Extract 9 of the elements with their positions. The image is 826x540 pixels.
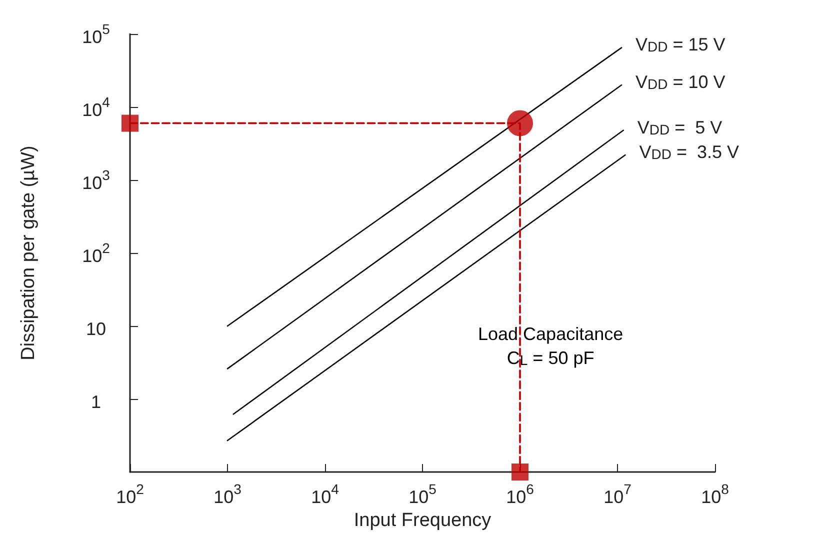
y-tick-label: 10 (86, 319, 106, 339)
series-label: VDD = 5 V (637, 117, 722, 138)
series-label: VDD = 3.5 V (639, 142, 739, 162)
series-label: VDD = 15 V (636, 34, 726, 55)
series-label: VDD = 10 V (636, 72, 726, 92)
y-axis-title: Dissipation per gate (µW) (18, 146, 39, 360)
y-tick-label: 1 (90, 392, 102, 412)
x-axis-title: Input Frequency (354, 510, 492, 531)
annotation: Load Capacitance CL = 50 pF (478, 324, 624, 368)
